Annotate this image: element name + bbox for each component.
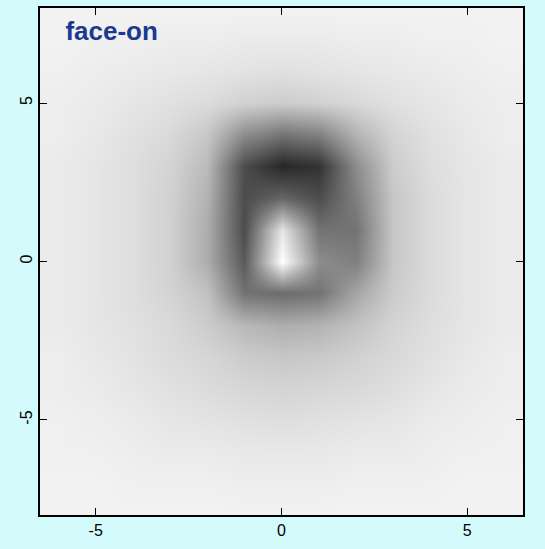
svg-text:face-on: face-on	[65, 16, 157, 46]
svg-text:0: 0	[18, 255, 35, 264]
svg-text:5: 5	[18, 96, 35, 105]
svg-text:5: 5	[463, 522, 472, 539]
svg-text:-5: -5	[18, 410, 35, 424]
svg-text:-5: -5	[89, 522, 103, 539]
svg-text:0: 0	[277, 522, 286, 539]
